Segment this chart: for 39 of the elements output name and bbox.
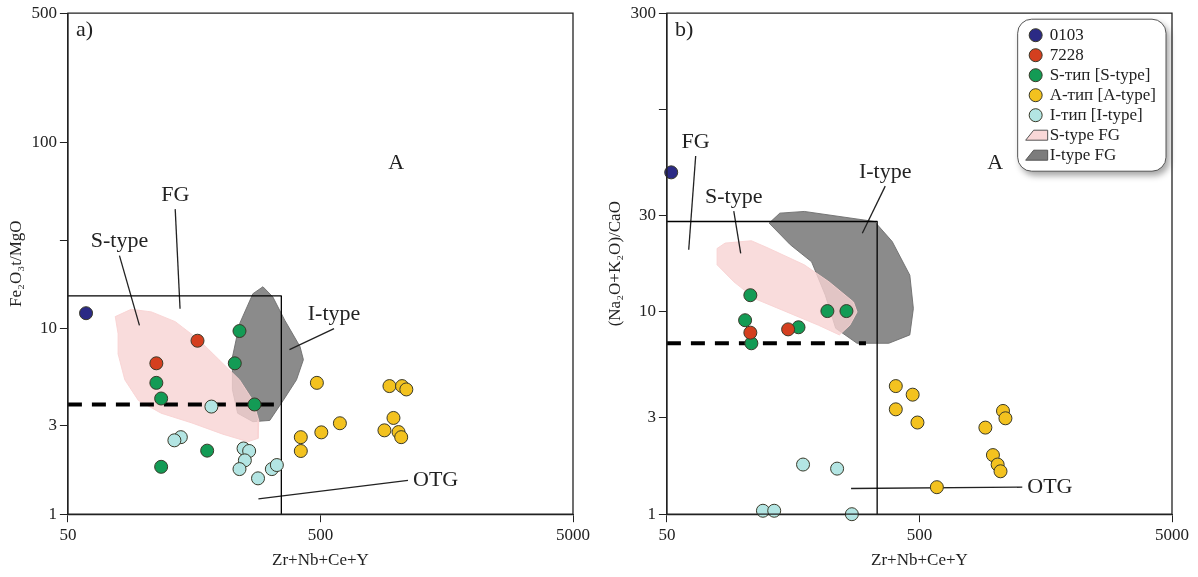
legend-label: 0103 bbox=[1049, 24, 1084, 44]
annotation: OTG bbox=[413, 466, 459, 492]
y-tick-label: 1 bbox=[48, 503, 57, 523]
x-axis-title: Zr+Nb+Ce+Y bbox=[272, 550, 369, 570]
y-tick-label: 3 bbox=[647, 407, 656, 427]
legend-label: I-тип [I-type] bbox=[1049, 104, 1143, 124]
annotation: FG bbox=[681, 127, 710, 153]
annotation: OTG bbox=[1027, 472, 1073, 498]
x-tick-label: 50 bbox=[658, 524, 676, 544]
annotation: a) bbox=[75, 15, 93, 41]
annotation: b) bbox=[674, 15, 694, 41]
annotation: A bbox=[388, 149, 405, 175]
legend-label: S-тип [S-type] bbox=[1049, 64, 1151, 84]
x-tick-label: 500 bbox=[307, 524, 334, 544]
annotation: FG bbox=[161, 180, 190, 206]
annotation: S-type bbox=[90, 227, 149, 253]
x-tick-label: 5000 bbox=[1155, 524, 1189, 544]
legend-label: A-тип [A-type] bbox=[1049, 84, 1156, 104]
y-axis-title: Fe₂O₃t/MgO bbox=[5, 220, 25, 307]
y-tick-label: 300 bbox=[630, 2, 656, 22]
legend-label: S-type FG bbox=[1049, 124, 1121, 144]
y-tick-label: 10 bbox=[638, 301, 656, 321]
y-tick-label: 10 bbox=[39, 318, 57, 338]
annotation: S-type bbox=[705, 182, 763, 208]
y-tick-label: 1 bbox=[647, 503, 656, 523]
y-axis-title: (Na₂O+K₂O)/CaO bbox=[604, 201, 624, 327]
y-tick-label: 30 bbox=[638, 204, 656, 224]
annotation: I-type bbox=[307, 300, 361, 326]
legend-label: I-type FG bbox=[1049, 144, 1117, 164]
y-tick-label: 100 bbox=[31, 132, 57, 152]
x-tick-label: 5000 bbox=[556, 524, 590, 544]
y-tick-label: 500 bbox=[31, 2, 57, 22]
annotation: A bbox=[987, 149, 1004, 175]
x-axis-title: Zr+Nb+Ce+Y bbox=[871, 550, 968, 570]
y-tick-label: 3 bbox=[48, 415, 57, 435]
x-tick-label: 50 bbox=[59, 524, 77, 544]
legend-label: 7228 bbox=[1049, 44, 1084, 64]
annotation: I-type bbox=[858, 157, 912, 183]
x-tick-label: 500 bbox=[906, 524, 933, 544]
